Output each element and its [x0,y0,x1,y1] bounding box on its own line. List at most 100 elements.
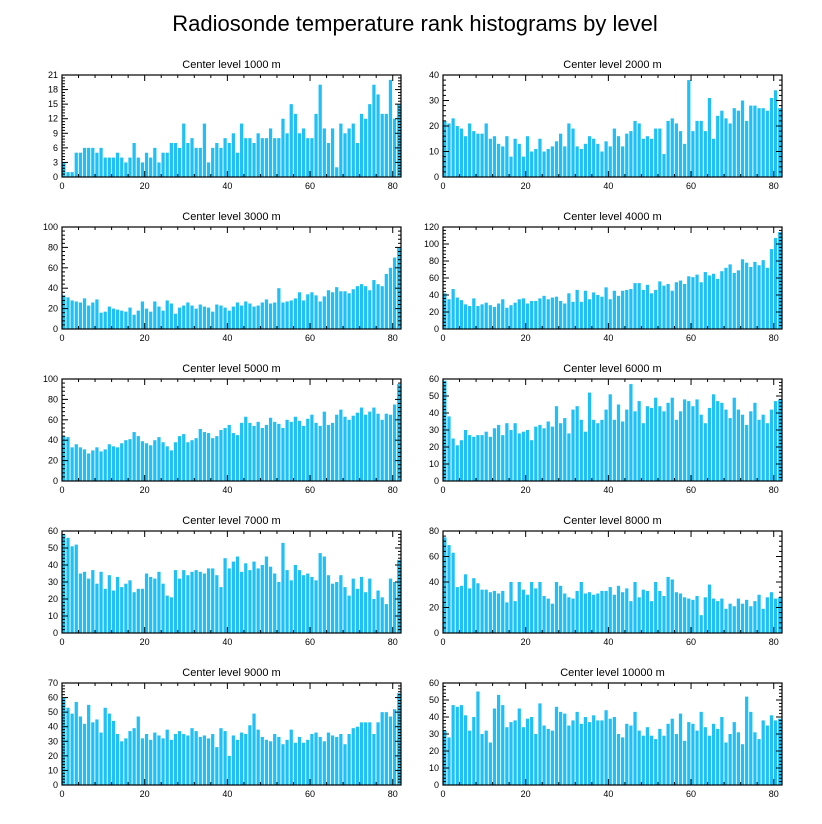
histogram-bar [314,422,318,481]
histogram-bar [99,732,103,785]
histogram-bar [480,734,484,785]
y-tick-label: 0 [53,172,58,182]
y-tick-label: 0 [434,628,439,638]
histogram-bar [136,157,140,177]
histogram-bar [178,578,182,633]
histogram-bar [157,306,161,329]
histogram-bar [273,138,277,177]
histogram-bar [206,433,211,481]
histogram-bar [384,604,388,633]
histogram-bar [695,274,699,329]
histogram-bar [211,568,215,633]
histogram-bar [472,298,476,329]
histogram-bar [538,582,542,633]
histogram-bar [364,118,368,177]
histogram-bar [517,143,521,177]
histogram-bar [757,265,761,329]
histogram-bar [451,438,455,481]
histogram-bar [223,307,227,329]
histogram-bar [459,440,464,481]
histogram-bar [388,578,393,633]
histogram-bar [550,146,554,177]
histogram-bar [107,157,111,177]
histogram-bar [711,723,716,785]
histogram-bar [169,597,173,633]
histogram-bar [99,312,103,329]
histogram-bar [144,152,149,177]
histogram-bar [302,575,306,633]
histogram-bar [534,734,538,785]
histogram-bar [670,397,674,481]
histogram-bar [480,435,484,481]
y-tick-label: 20 [48,456,58,466]
histogram-bar [144,573,149,633]
histogram-bar [103,311,107,329]
histogram-bar [78,302,83,329]
x-tick-label: 20 [521,789,531,799]
histogram-bar [355,143,359,177]
histogram-bar [240,571,244,633]
histogram-bar [211,147,215,177]
y-tick-label: 50 [429,695,439,705]
histogram-bar [285,301,289,329]
histogram-bar [745,599,749,633]
histogram-bar [186,442,190,481]
histogram-bar [525,718,530,785]
histogram-bar [140,588,145,633]
histogram-bar [161,583,165,633]
histogram-bar [583,717,588,785]
histogram-bar [563,418,567,481]
x-tick-label: 20 [140,181,150,191]
histogram-bar [235,435,240,481]
panel-title: Center level 6000 m [563,363,661,375]
histogram-bar [107,713,111,785]
histogram-bar [302,425,306,481]
histogram-bar [666,723,670,785]
histogram-bar [728,123,732,177]
histogram-bar [227,424,231,481]
histogram-bar [546,421,550,481]
histogram-bar [219,430,223,481]
histogram-bar [124,162,128,177]
histogram-bar [173,313,178,329]
histogram-bar [612,594,616,633]
histogram-bar [153,147,157,177]
histogram-bar [347,595,351,633]
histogram-bar [306,573,310,633]
histogram-bar [78,573,83,633]
histogram-bar [484,730,488,785]
histogram-bar [120,310,124,329]
histogram-bar [161,442,165,481]
histogram-bar [297,570,302,633]
histogram-bar [608,146,612,177]
histogram-bar [343,587,347,633]
y-tick-label: 60 [48,526,58,536]
x-tick-label: 0 [440,789,445,799]
y-tick-label: 60 [48,415,58,425]
histogram-bar [546,728,550,785]
histogram-bar [513,302,517,329]
histogram-bar [169,143,173,177]
histogram-bar [633,711,637,785]
x-tick-label: 20 [140,333,150,343]
histogram-bar [140,162,145,177]
histogram-bar [215,436,219,481]
histogram-bar [372,407,376,481]
histogram-bar [182,434,186,481]
histogram-bar [525,136,530,177]
histogram-bar [451,289,455,329]
histogram-bar [293,113,297,177]
histogram-bar [132,314,136,329]
histogram-bar [91,302,95,329]
histogram-bar [107,444,111,481]
x-tick-label: 40 [603,485,613,495]
histogram-bar [505,727,509,785]
histogram-bar [587,722,592,785]
histogram-bar [318,553,322,633]
histogram-bar [447,299,451,329]
histogram-bar [451,118,455,177]
x-tick-label: 60 [686,333,696,343]
histogram-bar [455,297,459,329]
y-tick-label: 40 [48,435,58,445]
y-tick-label: 60 [48,693,58,703]
